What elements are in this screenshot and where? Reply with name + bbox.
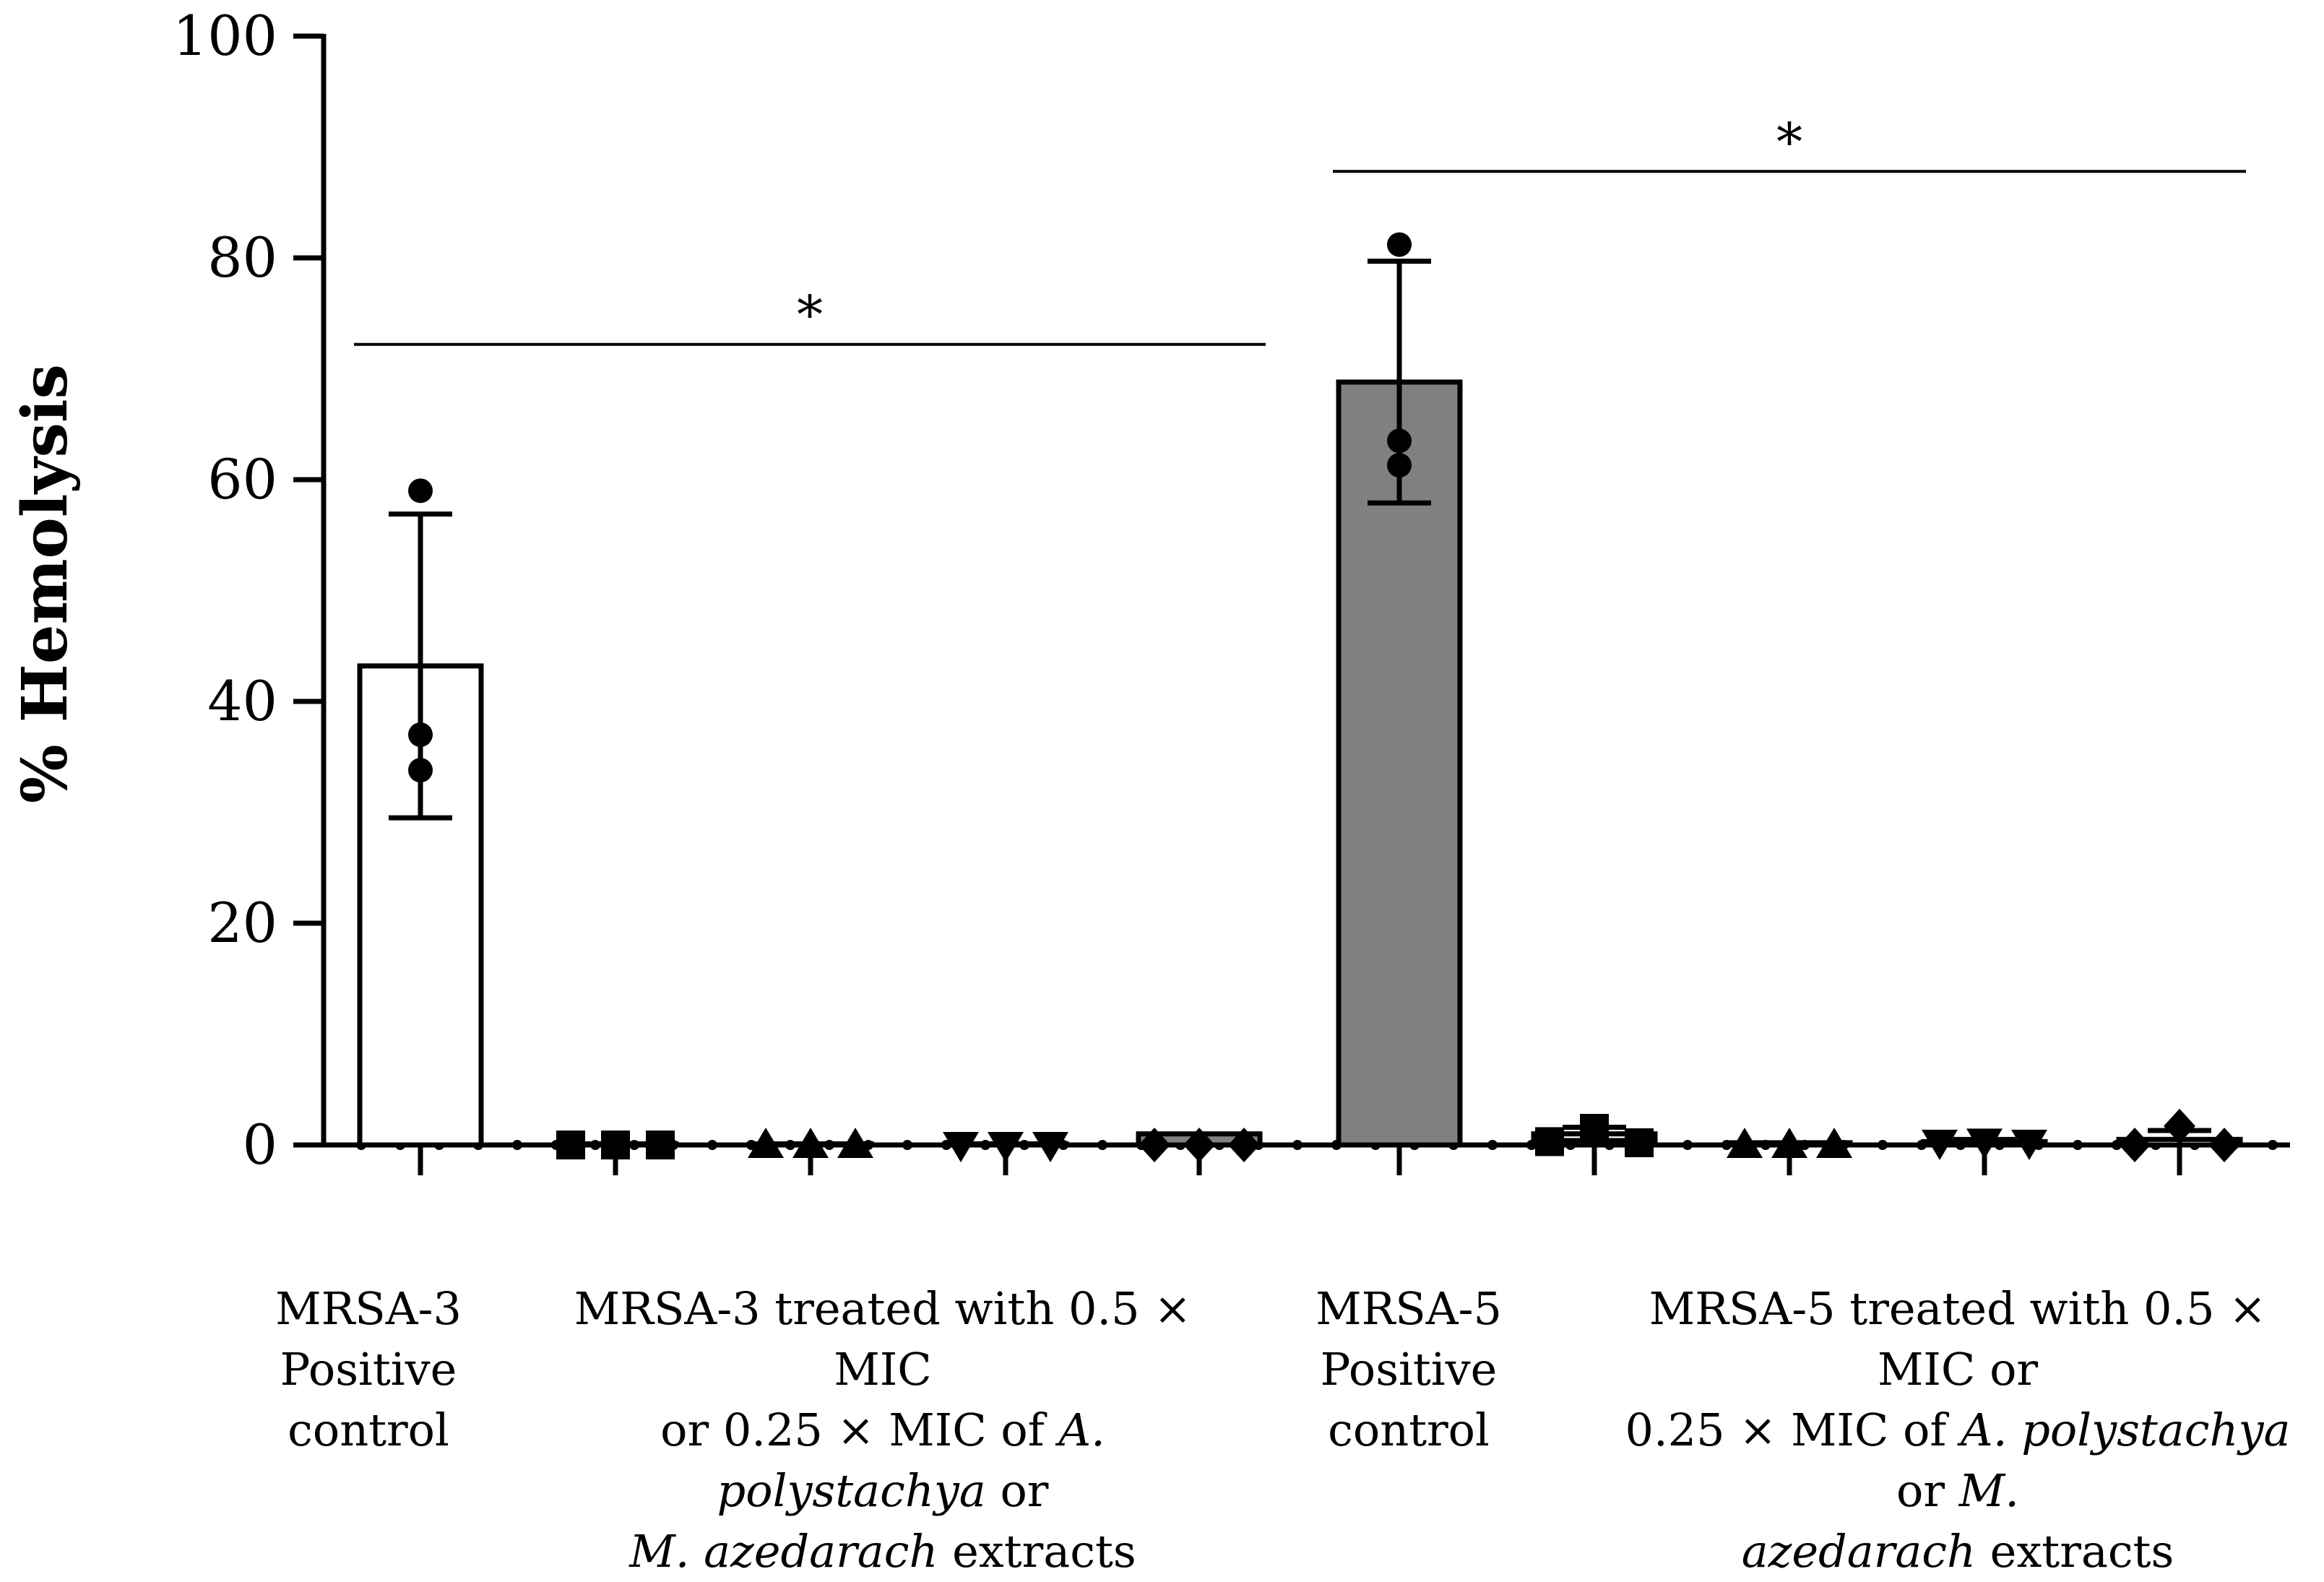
y-tick-label: 60: [207, 447, 277, 511]
category-label-text: Positive: [280, 1343, 457, 1396]
category-label-line: azedarach extracts: [1597, 1521, 2319, 1582]
x-axis-dot: [1878, 1140, 1888, 1150]
category-label-text: MRSA-3: [275, 1282, 462, 1335]
data-point: [1228, 1128, 1260, 1162]
category-label-text: A. polystachya: [1961, 1404, 2291, 1456]
x-axis-dot: [2268, 1140, 2278, 1150]
category-label-line: Positive: [249, 1339, 488, 1400]
category-label-text: or 0.25 × MIC of: [660, 1404, 1059, 1456]
data-point: [1387, 428, 1412, 454]
data-point: [1966, 1128, 2003, 1159]
data-point: [601, 1131, 630, 1159]
data-point: [1183, 1128, 1215, 1162]
x-axis-dot: [1097, 1140, 1107, 1150]
category-label: MRSA-3 Positive control: [249, 1279, 488, 1461]
x-axis-dot: [2073, 1140, 2083, 1150]
data-point: [1625, 1128, 1654, 1157]
data-point: [646, 1131, 675, 1159]
category-label-text: MRSA-3 treated with 0.5 × MIC: [574, 1282, 1192, 1396]
category-label-text: 0.25 × MIC of: [1625, 1404, 1961, 1456]
category-label-text: control: [1328, 1404, 1490, 1456]
data-point: [2208, 1128, 2240, 1162]
significance-annotations: **: [354, 111, 2246, 346]
category-label-line: control: [1290, 1400, 1528, 1461]
category-label-text: or: [985, 1464, 1049, 1517]
error-bars: [389, 259, 2211, 1148]
data-point: [2119, 1128, 2151, 1162]
data-point: [1387, 453, 1412, 478]
data-points: [408, 232, 2240, 1162]
data-point: [1139, 1128, 1170, 1162]
data-point: [2164, 1108, 2195, 1144]
x-axis-dot: [707, 1140, 717, 1150]
category-label: MRSA-5 treated with 0.5 × MIC or 0.25 × M…: [1597, 1279, 2319, 1582]
category-label-text: MRSA-5 treated with 0.5 × MIC or: [1649, 1282, 2267, 1396]
data-point: [408, 722, 433, 748]
x-axis-dot: [1292, 1140, 1303, 1150]
category-label-text: Positive: [1320, 1343, 1498, 1396]
category-label-text: azedarach: [1741, 1525, 1976, 1578]
category-label-line: Positive: [1290, 1339, 1528, 1400]
x-axis-dot: [1682, 1140, 1693, 1150]
data-point: [988, 1132, 1024, 1162]
category-label-text: control: [288, 1404, 449, 1456]
data-point: [408, 478, 433, 503]
y-tick-label: 80: [207, 225, 277, 290]
data-point: [556, 1131, 585, 1159]
category-label-text: M.: [1958, 1464, 2019, 1517]
x-axis-dot: [902, 1140, 912, 1150]
x-axis-dot: [1487, 1140, 1498, 1150]
data-point: [837, 1128, 873, 1158]
category-label-line: MRSA-5 treated with 0.5 × MIC or: [1597, 1279, 2319, 1400]
category-label-text: extracts: [938, 1525, 1136, 1578]
data-point: [943, 1132, 979, 1162]
data-point: [1922, 1129, 1958, 1160]
y-tick-label: 20: [207, 891, 277, 955]
y-tick-label: 40: [207, 669, 277, 733]
category-label-line: MRSA-3: [249, 1279, 488, 1339]
significance-star: *: [797, 285, 823, 345]
bars: [357, 379, 2243, 1148]
data-point: [1727, 1128, 1763, 1158]
significance-star: *: [1776, 111, 1802, 172]
category-label-text: extracts: [1975, 1525, 2174, 1578]
category-label-line: MRSA-5: [1290, 1279, 1528, 1339]
category-label-line: control: [249, 1400, 488, 1461]
y-axis-label: % Hemolysis: [9, 364, 82, 803]
category-label-line: M. azedarach extracts: [522, 1521, 1244, 1582]
category-label-text: MRSA-5: [1316, 1282, 1502, 1335]
bar: [1336, 379, 1463, 1148]
data-point: [1535, 1127, 1564, 1157]
y-tick-label: 0: [243, 1112, 277, 1177]
data-point: [1580, 1113, 1609, 1143]
data-point: [1816, 1128, 1852, 1158]
category-label-line: 0.25 × MIC of A. polystachya or M.: [1597, 1400, 2319, 1521]
category-label: MRSA-5 Positive control: [1290, 1279, 1528, 1461]
x-axis-dot: [512, 1140, 522, 1150]
data-point: [1387, 232, 1412, 257]
category-label-line: MRSA-3 treated with 0.5 × MIC: [522, 1279, 1244, 1400]
data-point: [2011, 1129, 2047, 1160]
data-point: [1032, 1132, 1068, 1162]
category-label-line: or 0.25 × MIC of A. polystachya or: [522, 1400, 1244, 1521]
data-point: [1771, 1128, 1807, 1158]
axes: 0 20 40 60 80 100: [173, 4, 2290, 1177]
category-label-text: or: [1896, 1464, 1959, 1517]
data-point: [408, 758, 433, 783]
data-point: [792, 1128, 829, 1158]
y-tick-label: 100: [173, 4, 277, 68]
category-label: MRSA-3 treated with 0.5 × MIC or 0.25 × M…: [522, 1279, 1244, 1582]
data-point: [748, 1128, 784, 1158]
category-label-text: M. azedarach: [629, 1525, 938, 1578]
